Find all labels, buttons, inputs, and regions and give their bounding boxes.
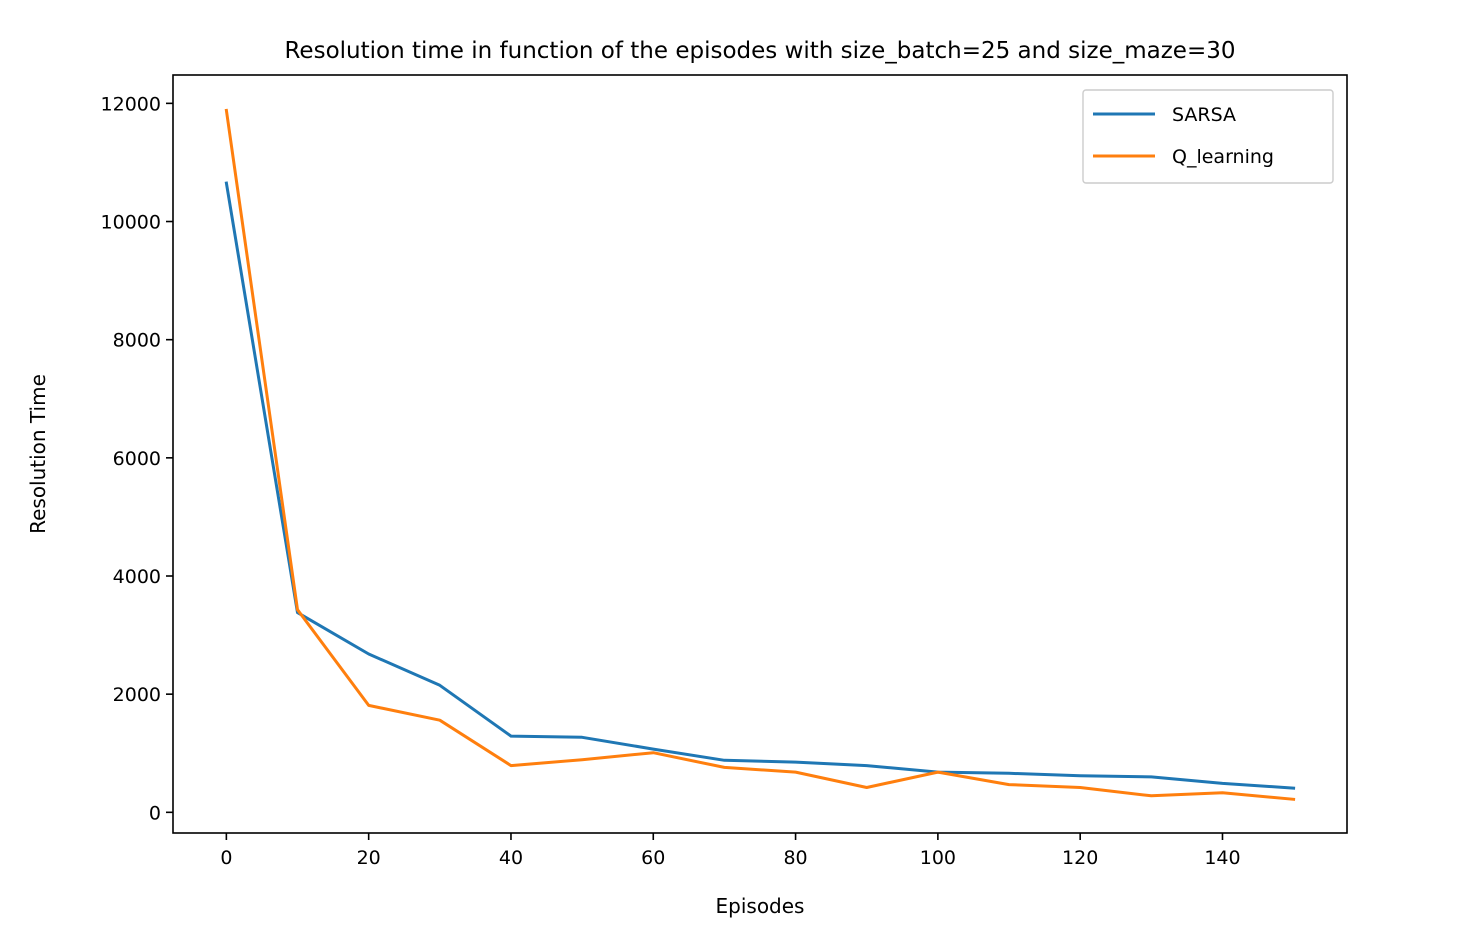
x-tick-label: 80 (783, 847, 807, 869)
series-line-sarsa (224, 181, 1296, 790)
x-tick-label: 100 (920, 847, 956, 869)
x-tick-label: 0 (220, 847, 232, 869)
legend-label: Q_learning (1172, 146, 1274, 168)
x-tick-label: 60 (641, 847, 665, 869)
y-tick-label: 2000 (113, 684, 161, 706)
y-tick-label: 8000 (113, 330, 161, 352)
x-axis-label: Episodes (716, 894, 805, 918)
y-tick-label: 0 (149, 802, 161, 824)
y-tick-label: 6000 (113, 448, 161, 470)
legend-label: SARSA (1172, 104, 1236, 126)
x-tick-label: 140 (1204, 847, 1240, 869)
x-tick-label: 40 (499, 847, 523, 869)
chart-title: Resolution time in function of the episo… (284, 38, 1235, 64)
y-tick-label: 10000 (101, 212, 161, 234)
x-tick-label: 120 (1062, 847, 1098, 869)
x-tick-label: 20 (357, 847, 381, 869)
y-axis-label: Resolution Time (26, 374, 50, 534)
series-line-q-learning (224, 108, 1296, 801)
y-tick-label: 12000 (101, 93, 161, 115)
y-tick-label: 4000 (113, 566, 161, 588)
plot-frame (172, 74, 1348, 834)
legend: SARSA Q_learning (1082, 89, 1334, 184)
